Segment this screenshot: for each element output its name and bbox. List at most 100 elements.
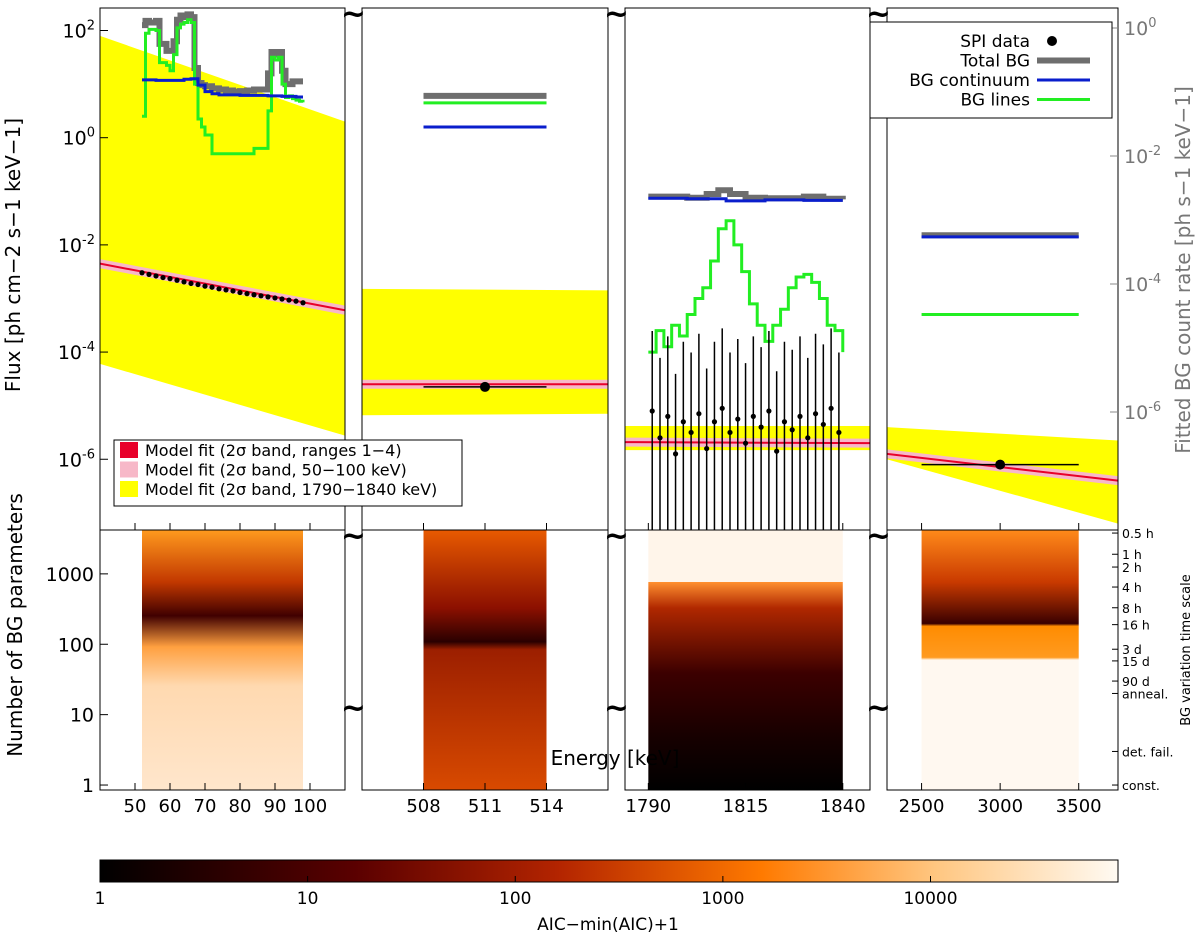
legend-box <box>869 21 1113 119</box>
axis-break-mark: ~ <box>604 0 629 32</box>
spi-point <box>174 277 180 283</box>
axis-break-mark: ~ <box>604 519 629 554</box>
spi-point <box>657 435 663 441</box>
colorbar-tick-label: 10000 <box>903 889 957 909</box>
spi-point <box>805 435 811 441</box>
spi-point <box>160 274 166 281</box>
spi-point <box>146 271 152 277</box>
spi-point <box>688 429 694 436</box>
x-tick-label: 3500 <box>1056 796 1102 817</box>
bottom-right-y-axis-label: BG variation time scale <box>1179 574 1194 726</box>
x-tick-label: 1790 <box>625 796 671 817</box>
x-tick-label: 80 <box>229 796 252 817</box>
top-frame-2 <box>624 7 871 531</box>
heatmap-3 <box>921 530 1079 790</box>
spi-point <box>711 419 718 425</box>
legend-label: BG continuum <box>909 71 1030 91</box>
spi-point <box>272 295 278 301</box>
total-bg-line <box>142 11 303 95</box>
colorbar: 1 10 100 1000 10000 <box>95 859 1119 909</box>
time-scale-label: anneal. <box>1122 686 1168 701</box>
y-tick-label: 10-2 <box>58 233 95 257</box>
model-legend-swatch <box>120 481 138 497</box>
x-axis-label: Energy [keV] <box>551 746 680 770</box>
x-tick-label: 511 <box>468 796 502 817</box>
range-2: 1790 1815 1840 <box>624 7 871 817</box>
spi-point <box>139 270 145 276</box>
yellow-band <box>362 288 608 416</box>
spi-point <box>766 408 772 414</box>
spi-point <box>216 286 222 292</box>
spi-point <box>153 273 159 279</box>
range-0: 50 60 70 80 90 100 <box>99 7 346 817</box>
model-legend-label: Model fit (2σ band, ranges 1−4) <box>145 441 402 460</box>
spi-point <box>300 300 306 306</box>
right-y-tick-label: 10-2 <box>1124 144 1161 168</box>
bottom-y-tick-label: 10 <box>70 705 94 727</box>
range-1-plot <box>362 92 608 416</box>
spi-point <box>202 283 208 289</box>
model-legend-label: Model fit (2σ band, 50−100 keV) <box>145 461 407 480</box>
time-scale-label: 0.5 h <box>1122 526 1154 541</box>
x-tick-label: 70 <box>194 796 217 817</box>
spi-point <box>797 413 803 419</box>
y-tick-label: 10-4 <box>58 340 95 364</box>
bottom-y-axis-label: Number of BG parameters <box>3 493 27 757</box>
spi-point <box>828 405 834 411</box>
time-scale-label: 3 d <box>1122 642 1142 657</box>
spi-point <box>680 419 686 425</box>
bottom-y-tick-label: 1000 <box>46 564 94 586</box>
spi-point <box>181 279 187 285</box>
spi-point <box>696 411 702 417</box>
bg-lines-line <box>142 18 305 156</box>
spi-point <box>237 289 243 296</box>
range-2-plot <box>625 187 870 530</box>
yellow-band <box>100 35 345 436</box>
spi-point <box>750 413 756 419</box>
heatmap-1 <box>423 530 547 790</box>
spi-point <box>195 281 201 288</box>
axis-break-mark: ~ <box>866 691 891 726</box>
spi-point <box>719 405 725 411</box>
spi-point <box>781 419 788 425</box>
time-scale-label: 2 h <box>1122 560 1142 575</box>
model-legend-label: Model fit (2σ band, 1790−1840 keV) <box>145 480 437 499</box>
colorbar-gradient <box>99 859 1119 883</box>
x-tick-label: 100 <box>293 796 327 817</box>
top-y-axis-label: Flux [ph cm−2 s−1 keV−1] <box>1 118 25 392</box>
x-tick-label: 3000 <box>977 796 1023 817</box>
right-y-tick-label: 100 <box>1124 16 1156 40</box>
time-scale-label: 1 h <box>1122 547 1142 562</box>
bottom-y-tick-label: 100 <box>58 634 94 656</box>
colorbar-label: AIC−min(AIC)+1 <box>537 915 679 935</box>
spi-point <box>265 294 271 300</box>
colorbar-tick-label: 10 <box>297 889 319 909</box>
top-right-y-axis-label: Fitted BG count rate [ph s−1 keV−1] <box>1171 86 1195 454</box>
bottom-y-tick-label: 1 <box>82 775 94 797</box>
spi-point <box>758 424 764 430</box>
spi-point <box>836 429 842 436</box>
spi-point <box>789 427 795 433</box>
axis-break-mark: ~ <box>341 519 366 554</box>
x-tick-label: 60 <box>159 796 182 817</box>
legend-label: SPI data <box>960 32 1030 52</box>
spi-point <box>649 408 655 414</box>
range-3: 2500 3000 3500 <box>886 7 1119 817</box>
spi-point <box>774 448 780 454</box>
spi-point <box>209 284 215 290</box>
axis-break-mark: ~ <box>341 0 366 32</box>
y-tick-label: 102 <box>63 19 95 43</box>
time-scale-label: 16 h <box>1122 618 1150 633</box>
colorbar-tick-label: 1000 <box>701 889 744 909</box>
heatmap-0 <box>142 530 303 790</box>
legend-marker <box>1047 36 1057 46</box>
spi-point <box>727 429 733 436</box>
x-tick-label: 2500 <box>899 796 945 817</box>
spi-point <box>251 292 257 298</box>
model-legend: Model fit (2σ band, ranges 1−4)Model fit… <box>113 439 463 507</box>
legend-label: BG lines <box>961 91 1031 111</box>
axis-break-mark: ~ <box>866 519 891 554</box>
spi-point <box>244 291 250 297</box>
range-0-plot <box>100 11 345 436</box>
